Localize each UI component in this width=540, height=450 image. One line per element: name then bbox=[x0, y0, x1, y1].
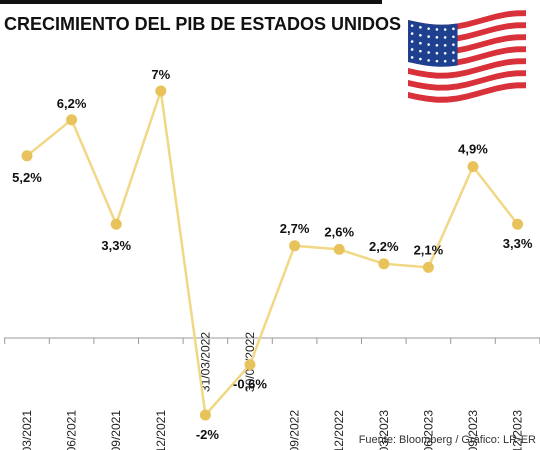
data-point bbox=[199, 409, 211, 421]
flag-star bbox=[410, 24, 414, 27]
data-label: 2,2% bbox=[369, 239, 399, 254]
flag-star bbox=[427, 35, 430, 38]
chart-title: CRECIMIENTO DEL PIB DE ESTADOS UNIDOS bbox=[4, 14, 401, 34]
data-point bbox=[467, 161, 479, 173]
x-tick-label: 30/06/2023 bbox=[421, 410, 435, 450]
flag-star bbox=[427, 51, 430, 54]
x-tick-label: 31/12/2023 bbox=[511, 410, 525, 450]
flag-star bbox=[419, 33, 422, 37]
flag-stripe bbox=[408, 64, 526, 85]
flag-star bbox=[435, 43, 439, 47]
flag-star bbox=[427, 27, 430, 30]
x-tick-label: 31/12/2021 bbox=[154, 410, 168, 450]
flag-star bbox=[443, 28, 447, 31]
flag-star bbox=[452, 51, 455, 54]
x-tick-label: 30/09/2022 bbox=[288, 410, 302, 450]
flag-star bbox=[427, 59, 430, 62]
data-label: 7% bbox=[151, 67, 170, 82]
flag-star bbox=[435, 51, 439, 55]
data-label: 5,2% bbox=[12, 170, 42, 185]
flag-star bbox=[419, 26, 422, 29]
flag-canton bbox=[408, 20, 458, 67]
flag-stripe bbox=[408, 52, 526, 73]
flag-star bbox=[443, 51, 447, 55]
flag-star bbox=[443, 44, 447, 47]
data-label: 3,3% bbox=[503, 236, 533, 251]
x-tick-label: 31/03/2023 bbox=[377, 410, 391, 450]
flag-star bbox=[435, 28, 439, 31]
data-point bbox=[66, 114, 78, 126]
x-tick-label: 31/03/2022 bbox=[198, 332, 212, 392]
flag-star bbox=[435, 59, 439, 63]
data-point bbox=[244, 359, 256, 371]
x-tick-label: 31/03/2021 bbox=[20, 410, 34, 450]
data-label: 2,6% bbox=[324, 224, 354, 239]
data-point bbox=[110, 218, 122, 230]
flag-star bbox=[419, 57, 422, 61]
flag-star bbox=[452, 35, 455, 39]
flag-star bbox=[410, 40, 414, 43]
data-label: 6,2% bbox=[57, 96, 87, 111]
x-tick-label: 30/06/2021 bbox=[65, 410, 79, 450]
data-point bbox=[333, 243, 345, 255]
flag-star bbox=[443, 59, 447, 63]
flag-star bbox=[435, 36, 439, 39]
flag-star bbox=[410, 48, 414, 51]
data-label: 2,7% bbox=[280, 221, 310, 236]
flag-star bbox=[427, 43, 430, 46]
flag-star bbox=[419, 41, 422, 45]
data-point bbox=[378, 258, 390, 270]
data-point bbox=[21, 150, 33, 162]
data-label: 4,9% bbox=[458, 142, 488, 157]
flag-stripe bbox=[408, 82, 526, 103]
x-tick-label: 30/09/2021 bbox=[109, 410, 123, 450]
data-label: 3,3% bbox=[101, 238, 131, 253]
tick-marks bbox=[4, 338, 540, 344]
data-point bbox=[155, 85, 167, 97]
flag-star bbox=[452, 43, 455, 46]
flag-stripe bbox=[408, 58, 526, 79]
data-label: -2% bbox=[196, 427, 220, 442]
flag-star bbox=[410, 56, 414, 59]
data-point bbox=[289, 240, 301, 252]
flag-star bbox=[419, 49, 422, 53]
us-flag-icon bbox=[408, 10, 526, 103]
flag-stripe bbox=[408, 70, 526, 91]
markers bbox=[21, 85, 524, 421]
tick-labels: 31/03/2021 30/06/2021 30/09/2021 31/12/2021… bbox=[20, 332, 525, 450]
source-note: Fuente: Bloomberg / Gráfico: LR-ER bbox=[359, 434, 536, 446]
x-tick-label: 31/12/2022 bbox=[332, 410, 346, 450]
data-label: 2,1% bbox=[414, 242, 444, 257]
flag-star bbox=[443, 36, 447, 39]
data-label: -0,6% bbox=[233, 377, 267, 392]
flag-star bbox=[452, 27, 455, 31]
data-labels: 5,2% 6,2% 3,3% 7% -2% -0,6% 2,7% 2,6% 2,2% 2,1% 4,… bbox=[12, 67, 533, 442]
data-point bbox=[422, 261, 434, 273]
title-bar bbox=[0, 0, 382, 4]
flag-stripe bbox=[408, 76, 526, 97]
flag-star bbox=[452, 59, 455, 62]
data-point bbox=[512, 218, 524, 230]
x-tick-label: 30/09/2023 bbox=[466, 410, 480, 450]
series-line bbox=[26, 89, 519, 417]
flag-star bbox=[410, 32, 414, 35]
